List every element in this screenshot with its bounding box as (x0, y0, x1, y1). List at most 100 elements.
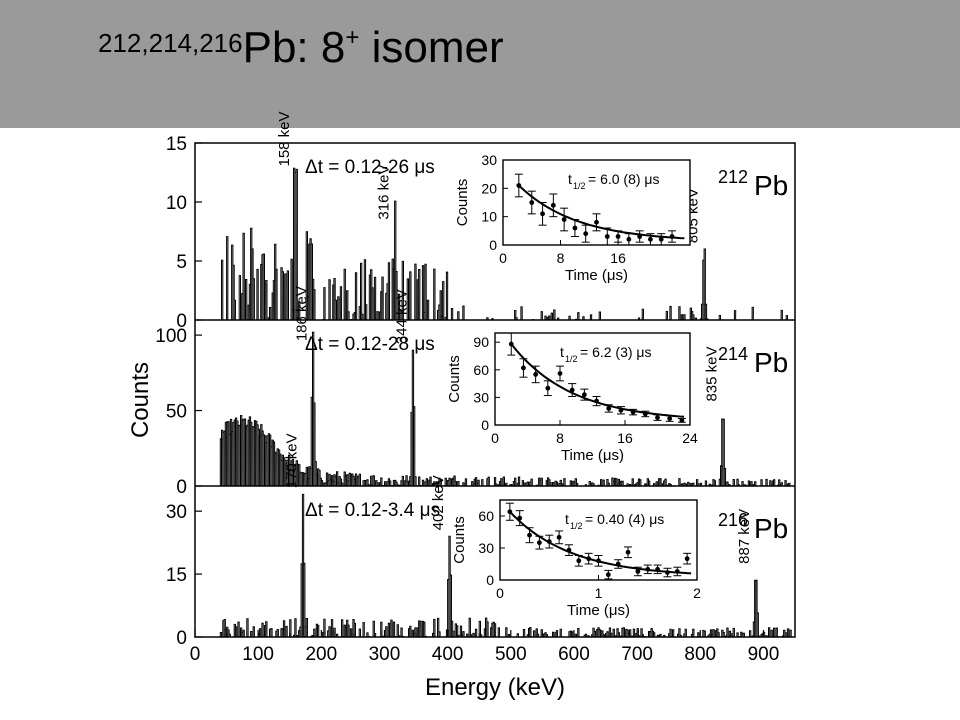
data-point (605, 572, 611, 578)
inset-y-tick-label: 0 (486, 572, 494, 588)
data-point (527, 532, 532, 538)
time-window-label: Δt = 0.12-28 μs (305, 334, 435, 355)
inset-y-tick-label: 30 (481, 152, 497, 168)
nucleus-mass-number: 212 (718, 167, 748, 187)
x-tick-label: 200 (305, 644, 337, 665)
data-point (645, 566, 651, 572)
peak-label: 158 keV (276, 111, 293, 166)
data-point (594, 398, 599, 404)
inset-y-tick-label: 60 (478, 508, 494, 524)
data-point (655, 566, 660, 572)
half-life-subscript: 1/2 (570, 521, 583, 531)
data-point (626, 236, 632, 242)
data-point (545, 385, 551, 391)
inset-x-label: Time (μs) (567, 602, 630, 619)
data-point (556, 534, 562, 540)
peak-label: 170 keV (283, 433, 300, 488)
data-point (637, 234, 643, 239)
half-life-value: = 6.2 (3) μs (580, 344, 651, 360)
data-point (533, 372, 539, 377)
inset-x-tick-label: 8 (556, 430, 564, 446)
slide-title: 212,214,216Pb: 8+ isomer (98, 26, 504, 70)
y-tick-label: 10 (166, 193, 187, 214)
inset-frame (499, 499, 698, 581)
half-life-value: = 6.0 (8) μs (588, 171, 659, 187)
data-point (625, 549, 631, 555)
y-tick-label: 0 (176, 311, 187, 332)
data-point (537, 540, 542, 546)
data-point (576, 558, 582, 564)
inset-y-tick-label: 90 (473, 334, 489, 350)
x-tick-label: 400 (432, 644, 464, 665)
nucleus-symbol: Pb (754, 513, 788, 544)
data-point (507, 509, 513, 515)
spectrum-trace (219, 331, 793, 487)
data-point (665, 570, 670, 575)
inset-y-tick-label: 30 (478, 540, 494, 556)
half-life-value: = 0.40 (4) μs (585, 511, 664, 527)
title-suffix: isomer (359, 23, 504, 72)
inset-y-tick-label: 10 (481, 209, 497, 225)
peak-label: 887 keV (736, 509, 753, 564)
inset-y-label: Counts (454, 179, 471, 227)
data-point (618, 407, 624, 413)
data-point (674, 569, 680, 574)
half-life-subscript: 1/2 (565, 354, 578, 364)
nucleus-symbol: Pb (754, 347, 788, 378)
x-tick-label: 300 (369, 644, 401, 665)
data-point (561, 217, 567, 222)
inset-x-tick-label: 0 (491, 430, 499, 446)
inset-x-tick-label: 1 (595, 585, 603, 601)
data-point (516, 183, 522, 188)
x-tick-label: 0 (190, 644, 201, 665)
x-tick-label: 700 (621, 644, 653, 665)
data-point (669, 234, 675, 239)
data-point (615, 234, 621, 239)
x-tick-label: 100 (242, 644, 274, 665)
data-point (529, 200, 535, 205)
half-life-symbol: t (568, 171, 572, 187)
x-axis-label: Energy (keV) (425, 674, 565, 701)
nucleus-mass-number: 214 (718, 344, 748, 364)
data-point (596, 558, 601, 564)
y-tick-label: 30 (166, 502, 187, 523)
data-point (594, 219, 599, 225)
data-point (586, 556, 592, 562)
data-point (615, 561, 621, 567)
peak-label: 186 keV (293, 286, 310, 341)
peak-label: 835 keV (703, 346, 720, 401)
inset-x-label: Time (μs) (561, 447, 624, 464)
nucleus-mass-number: 216 (718, 510, 748, 530)
x-tick-label: 600 (558, 644, 590, 665)
data-point (648, 236, 653, 242)
inset-x-tick-label: 16 (617, 430, 633, 446)
title-element: Pb: 8 (242, 23, 346, 72)
data-point (667, 416, 673, 421)
inset-x-tick-label: 0 (496, 585, 504, 601)
half-life-subscript: 1/2 (573, 181, 586, 191)
data-point (508, 341, 514, 347)
data-point (604, 234, 610, 239)
time-window-label: Δt = 0.12-26 μs (305, 157, 435, 178)
title-mass-numbers: 212,214,216 (98, 28, 243, 58)
data-point (546, 539, 552, 544)
nucleus-symbol: Pb (754, 170, 788, 201)
title-bar (0, 0, 960, 128)
inset-y-tick-label: 60 (473, 362, 489, 378)
y-tick-label: 0 (176, 477, 187, 498)
inset-y-label: Counts (446, 355, 463, 403)
data-point (550, 202, 556, 208)
data-point (642, 411, 648, 417)
x-tick-label: 900 (748, 644, 780, 665)
inset-x-tick-label: 2 (693, 585, 701, 601)
y-tick-label: 100 (155, 326, 187, 347)
data-point (630, 409, 636, 415)
inset-y-tick-label: 30 (473, 389, 489, 405)
data-point (684, 556, 690, 562)
peak-label: 402 keV (430, 475, 447, 530)
inset-y-tick-label: 20 (481, 180, 497, 196)
y-tick-label: 15 (166, 565, 187, 586)
y-tick-label: 50 (166, 402, 187, 423)
half-life-symbol: t (565, 511, 569, 527)
